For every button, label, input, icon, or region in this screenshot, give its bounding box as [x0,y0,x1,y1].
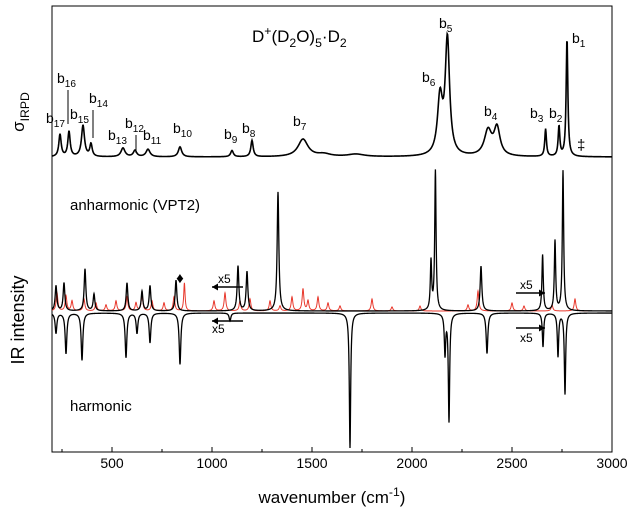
series-anharmonic-line [51,169,612,312]
peak-label-b8: b8 [242,120,256,140]
x5-harmonic-left-label: x5 [212,322,225,336]
plot-frame [51,5,613,453]
peak-label-b1: b1 [572,30,586,50]
peak-label-b14: b14 [89,90,108,110]
y-axis-label: IR intensity [8,275,28,364]
series-irpd-line [51,31,613,158]
x-axis-label: wavenumber (cm-1) [258,485,406,507]
sigma-irpd-label: σIRPD [9,92,32,132]
x-tick-label-2000: 2000 [396,455,427,471]
peak-label-b2: b2 [549,105,563,125]
x5-harmonic-left-arrowhead [212,317,218,325]
double-dagger-marker: ‡ [577,137,585,154]
x5-anharmonic-left-label: x5 [218,272,231,286]
x5-harmonic-right-arrowhead [539,324,545,332]
peak-label-b17: b17 [46,110,65,130]
x-tick-label-1500: 1500 [296,455,327,471]
peak-label-b16: b16 [57,70,76,90]
x-tick-label-2500: 2500 [496,455,527,471]
x-tick-label-1000: 1000 [196,455,227,471]
peak-label-b12: b12 [125,115,144,135]
peak-label-b10: b10 [173,120,192,140]
x5-anharmonic-left-arrowhead [212,283,218,291]
x-tick-label-3000: 3000 [596,455,627,471]
peak-label-b15: b15 [70,106,89,126]
peak-label-b3: b3 [530,105,544,125]
peak-label-b7: b7 [293,113,307,133]
peak-label-b9: b9 [224,126,238,146]
x5-anharmonic-right-label: x5 [520,278,533,292]
x5-harmonic-right-label: x5 [520,331,533,345]
series-harmonic-line [51,312,612,449]
text-layer: 500 1000 1500 2000 2500 3000 D+(D2O)5·D2 σIRPD I… [8,15,628,507]
peak-label-b13: b13 [108,127,127,147]
peak-label-b4: b4 [484,103,498,123]
chart-title: D+(D2O)5·D2 [252,24,347,50]
peak-label-b6: b6 [422,69,436,89]
panel-label-anharmonic: anharmonic (VPT2) [70,197,200,214]
panel-label-harmonic: harmonic [70,398,132,415]
x5-anharmonic-right-arrowhead [539,289,545,297]
plot-layer [51,5,613,453]
diamond-marker: ♦ [176,270,184,287]
peak-label-b11: b11 [143,127,162,147]
peak-label-b5: b5 [439,15,453,35]
x-tick-label-500: 500 [100,455,124,471]
